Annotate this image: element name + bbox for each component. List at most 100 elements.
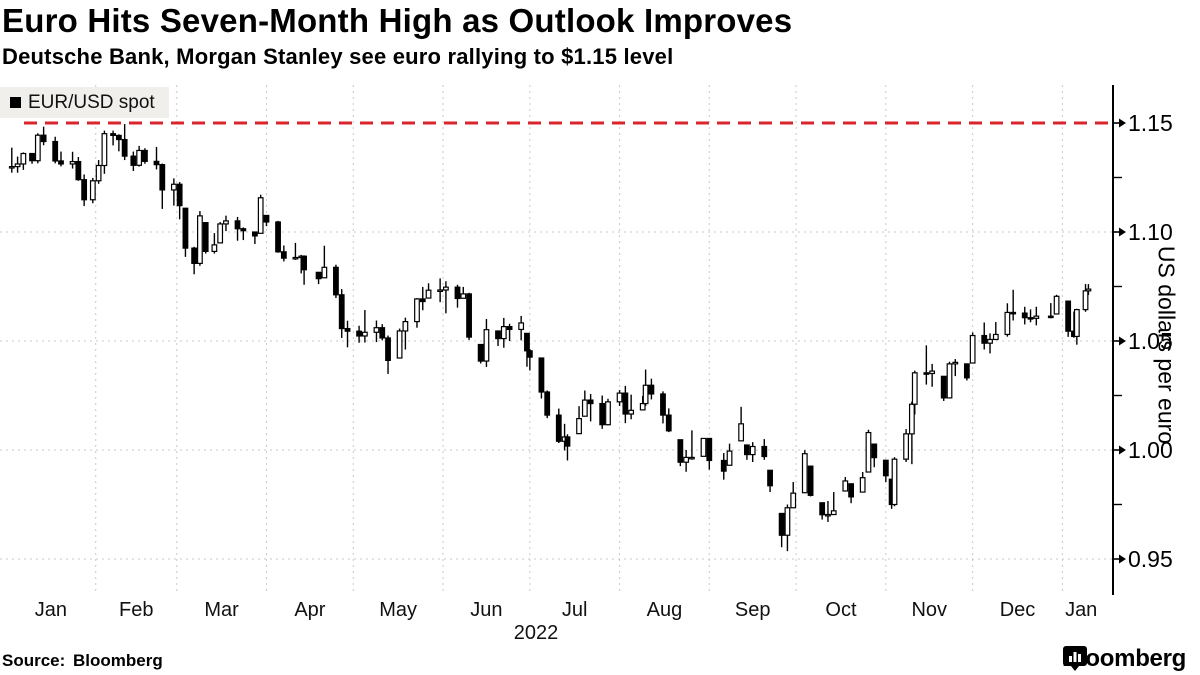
candlestick-body — [466, 293, 472, 338]
candlestick-body — [301, 255, 308, 271]
candlestick-body — [115, 134, 122, 141]
y-tick-arrow-icon — [1119, 554, 1126, 564]
candlestick-body — [356, 330, 362, 337]
candlestick-body — [130, 155, 137, 166]
candlestick-body — [677, 439, 684, 463]
x-tick-label: May — [379, 599, 417, 621]
x-tick-label: Oct — [825, 599, 857, 621]
x-tick-label: Jan — [35, 599, 67, 621]
candlestick-body — [495, 330, 501, 340]
candlestick-body — [689, 456, 695, 460]
candlestick-body — [506, 326, 513, 331]
candlestick-body — [121, 138, 128, 157]
candlestick-body — [1047, 315, 1054, 319]
candlestick-body — [807, 465, 814, 496]
candlestick-body — [182, 207, 189, 249]
candlestick-body — [483, 329, 490, 362]
candlestick-body — [639, 402, 646, 411]
candlestick-body — [744, 444, 750, 456]
candlestick-body — [14, 163, 21, 168]
candlestick-body — [865, 431, 872, 473]
candlestick-body — [8, 166, 15, 169]
candlestick-body — [500, 326, 507, 340]
candlestick-body — [738, 423, 745, 442]
candlestick-body — [660, 393, 666, 416]
candlestick-body — [801, 453, 808, 494]
candlestick-body — [275, 221, 281, 253]
x-tick-label: Dec — [1000, 599, 1036, 621]
candlestick-body — [159, 164, 166, 191]
candlestick-body — [454, 286, 461, 300]
candlestick-body — [581, 399, 588, 417]
legend: EUR/USD spot — [0, 87, 169, 118]
candlestick-body — [706, 437, 713, 462]
x-axis-year-label: 2022 — [513, 622, 559, 644]
candlestick-body — [524, 332, 530, 352]
candlestick-body — [315, 271, 322, 280]
candlestick-body — [622, 392, 629, 415]
candlestick-body — [321, 266, 328, 279]
candlestick-body — [587, 399, 594, 405]
candlestick-body — [1053, 295, 1060, 315]
candlestick-body — [425, 289, 432, 299]
candlestick-body — [20, 152, 27, 165]
x-tick-label: Aug — [647, 599, 683, 621]
candlestick-body — [648, 384, 655, 395]
candlestick-body — [616, 392, 623, 403]
candlestick-body — [69, 160, 76, 165]
candlestick-body — [923, 372, 930, 375]
candlestick-body — [257, 197, 264, 234]
candlestick-body — [952, 361, 959, 365]
candlestick-body — [538, 357, 545, 393]
candlestick-body — [564, 436, 571, 447]
candlestick-body — [153, 160, 160, 166]
candlestick-body — [969, 334, 976, 364]
bloomberg-logo: Bloomberg — [1062, 645, 1192, 673]
y-tick-label: 1.15 — [1128, 110, 1173, 136]
bloomberg-chart-pin-icon — [1063, 646, 1088, 671]
candlestick-body — [223, 220, 229, 225]
candlestick-body — [544, 391, 551, 416]
candlestick-body — [859, 477, 866, 493]
candlestick-body — [848, 483, 855, 498]
x-tick-label: Mar — [204, 599, 239, 621]
candlestick-body — [767, 469, 773, 487]
candlestick-body — [911, 372, 918, 405]
candlestick-body — [58, 160, 64, 165]
y-tick-label: 1.05 — [1128, 328, 1173, 354]
candlestick-body — [987, 338, 993, 344]
candlestick-body — [665, 414, 672, 432]
candlestick-body — [443, 286, 449, 291]
x-tick-label: Jun — [470, 599, 502, 621]
candlestick-body — [784, 507, 791, 536]
candlestick-body — [95, 164, 102, 182]
candlestick-body — [34, 134, 41, 162]
candlestick-body — [929, 370, 936, 375]
candlestick-body — [361, 331, 368, 337]
page-title: Euro Hits Seven-Month High as Outlook Im… — [2, 2, 793, 39]
candlestick-body — [251, 231, 258, 237]
candlestick-body — [683, 456, 690, 463]
candlestick-body — [414, 298, 420, 323]
candlestick-body — [170, 183, 177, 191]
candlestick-body — [576, 418, 582, 435]
candlestick-body — [292, 256, 299, 260]
candlestick-body — [1065, 300, 1072, 332]
y-tick-arrow-icon — [1119, 445, 1126, 455]
y-tick-arrow-icon — [1119, 118, 1126, 128]
candlestick-body — [379, 327, 386, 339]
candlestick-body — [1027, 317, 1034, 320]
candlestick-body — [518, 322, 525, 331]
candlestick-body — [825, 513, 831, 517]
page-subtitle: Deutsche Bank, Morgan Stanley see euro r… — [2, 44, 674, 69]
candlestick-body — [1004, 311, 1011, 336]
candlestick-body — [197, 215, 203, 264]
candlestick-body — [217, 223, 224, 244]
candlestick-body — [110, 133, 116, 137]
candlestick-body — [191, 247, 198, 264]
candlestick-body — [700, 437, 707, 457]
y-tick-arrow-icon — [1119, 227, 1126, 237]
candlestick-body — [891, 458, 898, 506]
